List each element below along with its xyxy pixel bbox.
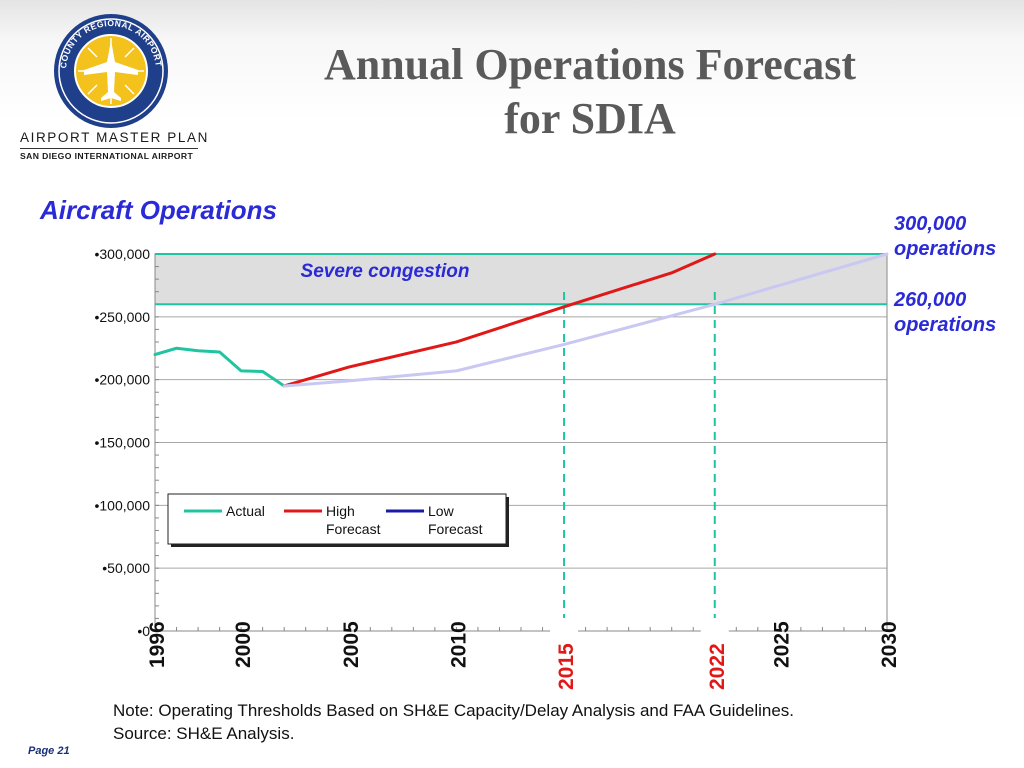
logo-master-plan-text: AIRPORT MASTER PLAN: [20, 130, 209, 145]
threshold-260k-value: 260,000: [894, 289, 967, 311]
legend-label: High Forecast: [326, 503, 381, 537]
legend-label: Actual: [226, 503, 265, 519]
footnote: Note: Operating Thresholds Based on SH&E…: [113, 701, 795, 743]
series-line: [282, 252, 889, 388]
chart-title: Aircraft Operations: [40, 195, 277, 225]
series-line: [153, 346, 286, 388]
x-tick-label: 1996: [146, 621, 169, 668]
y-tick-label: •50,000: [102, 560, 150, 576]
x-tick-label: 2010: [447, 621, 470, 668]
y-tick-label: •100,000: [94, 497, 150, 513]
highlight-year-bg: [700, 626, 729, 692]
logo-airport-name: SAN DIEGO INTERNATIONAL AIRPORT: [20, 151, 194, 161]
threshold-300k-label: 300,000 operations: [894, 212, 1020, 262]
title-line-1: Annual Operations Forecast: [323, 40, 857, 89]
page-title: Annual Operations Forecast for SDIA: [230, 38, 950, 146]
y-tick-label: •0: [137, 623, 150, 639]
y-tick-label: •150,000: [94, 435, 150, 451]
threshold-300k-unit: operations: [894, 238, 997, 260]
x-tick-label: 2015: [555, 643, 578, 690]
threshold-260k-unit: operations: [894, 314, 997, 336]
y-tick-label: •200,000: [94, 372, 150, 388]
logo-divider: [20, 148, 198, 149]
x-tick-label: 2025: [770, 621, 793, 668]
x-tick-label: 2005: [340, 621, 363, 668]
y-tick-label: •300,000: [94, 246, 150, 262]
highlight-year-bg: [550, 626, 579, 692]
x-tick-label: 2030: [878, 621, 901, 668]
legend-box: [167, 493, 507, 545]
page-number: Page 21: [28, 745, 70, 757]
legend-label: Low Forecast: [428, 503, 483, 537]
series-line: [282, 252, 717, 388]
y-tick-label: •250,000: [94, 309, 150, 325]
x-tick-label: 2000: [232, 621, 255, 668]
x-tick-label: 2022: [706, 643, 729, 690]
congestion-band: [155, 254, 887, 305]
airport-authority-logo: SAN DIEGO COUNTY REGIONAL AIRPORT AUTHOR…: [14, 12, 209, 161]
threshold-260k-label: 260,000 operations: [894, 288, 1020, 338]
threshold-300k-value: 300,000: [894, 213, 967, 235]
congestion-band-label: Severe congestion: [301, 261, 470, 282]
airport-seal-icon: SAN DIEGO COUNTY REGIONAL AIRPORT AUTHOR…: [52, 12, 168, 128]
title-line-2: for SDIA: [504, 94, 676, 143]
